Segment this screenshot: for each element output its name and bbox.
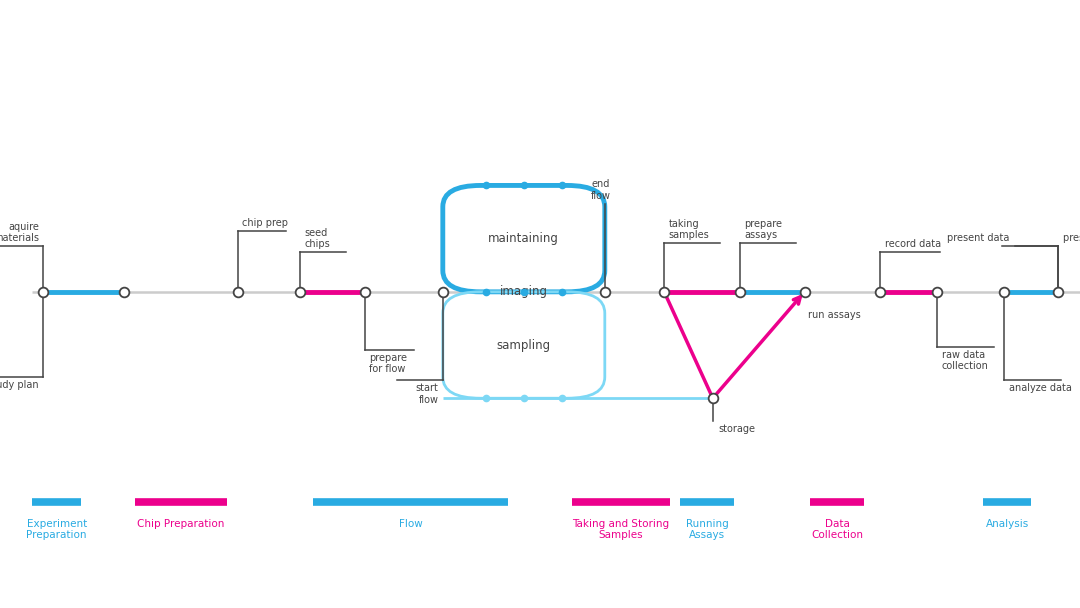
Text: start
flow: start flow [416,383,438,405]
Text: Chip Preparation: Chip Preparation [137,519,225,528]
Text: Analysis: Analysis [985,519,1029,528]
Text: record data: record data [885,240,941,249]
Text: analyze data: analyze data [1009,383,1071,393]
Text: present data: present data [947,233,1010,243]
Text: maintaining: maintaining [488,232,559,245]
Text: Data
Collection: Data Collection [811,519,863,541]
Text: run assays: run assays [808,310,861,320]
Text: raw data
collection: raw data collection [942,350,988,371]
Text: prepare
assays: prepare assays [744,218,782,240]
Text: Experiment
Preparation: Experiment Preparation [26,519,87,541]
Text: sampling: sampling [497,339,551,351]
Text: chip prep: chip prep [242,218,288,228]
Text: seed
chips: seed chips [305,227,330,249]
Text: Flow: Flow [399,519,422,528]
Text: aquire
materials: aquire materials [0,221,39,243]
Text: imaging: imaging [500,285,548,299]
Text: prepare
for flow: prepare for flow [369,353,407,375]
Text: end
flow: end flow [591,179,610,201]
Text: Taking and Storing
Samples: Taking and Storing Samples [572,519,670,541]
Text: Running
Assays: Running Assays [686,519,729,541]
Text: create study plan: create study plan [0,380,39,390]
Text: taking
samples: taking samples [669,218,710,240]
Text: present data: present data [1063,233,1080,243]
Text: storage: storage [718,424,755,434]
